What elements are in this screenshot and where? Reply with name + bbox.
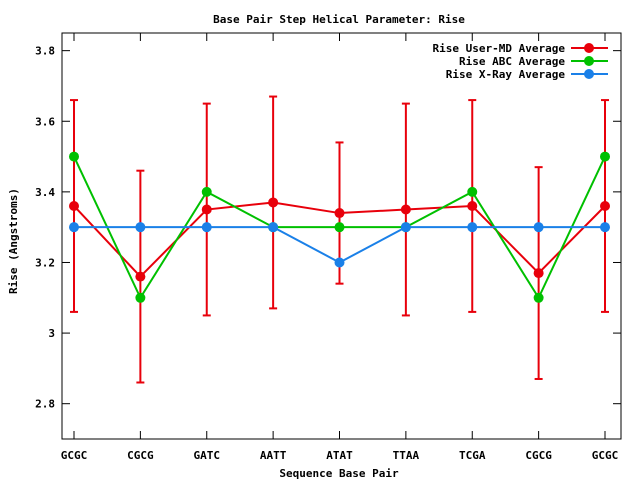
data-point (135, 222, 146, 233)
data-point (467, 186, 478, 197)
data-point (334, 222, 345, 233)
data-point (467, 222, 478, 233)
y-tick-label: 3 (48, 327, 55, 340)
series-1 (69, 197, 610, 282)
data-point (533, 222, 544, 233)
data-point (600, 200, 610, 211)
data-point (201, 222, 212, 233)
x-tick-label: GCGC (61, 449, 88, 462)
data-point (600, 151, 610, 162)
y-tick-label: 3.4 (35, 186, 55, 199)
y-tick-label: 3.8 (35, 45, 55, 58)
y-tick-label: 3.2 (35, 256, 55, 269)
x-tick-label: CGCG (127, 449, 154, 462)
x-tick-label: TCGA (459, 449, 486, 462)
data-point (400, 204, 411, 215)
data-point (268, 197, 279, 208)
legend-swatch-point (584, 43, 594, 53)
x-axis-label: Sequence Base Pair (279, 467, 399, 480)
chart-title: Base Pair Step Helical Parameter: Rise (213, 13, 465, 26)
data-point (69, 200, 79, 211)
data-point (600, 222, 610, 233)
x-tick-label: TTAA (393, 449, 420, 462)
error-bars (70, 95, 609, 384)
data-point (400, 222, 411, 233)
x-tick-label: GCGC (592, 449, 619, 462)
y-tick-label: 2.8 (35, 398, 55, 411)
legend-label: Rise X-Ray Average (446, 68, 566, 81)
data-point (135, 271, 146, 282)
x-tick-label: ATAT (326, 449, 353, 462)
x-axis: GCGC CGCG GATC AATT ATAT TTAA TCGA CGCG GCGC (61, 33, 619, 462)
data-point (533, 268, 544, 279)
data-point (334, 208, 345, 219)
data-point (135, 292, 146, 303)
series-3 (69, 222, 610, 268)
data-point (334, 257, 345, 268)
data-point (201, 204, 212, 215)
x-tick-label: AATT (260, 449, 287, 462)
data-point (533, 292, 544, 303)
y-axis-label: Rise (Angstroms) (7, 188, 20, 294)
plot-frame (61, 32, 622, 440)
data-point (467, 200, 478, 211)
data-point (69, 222, 79, 233)
data-point (268, 222, 279, 233)
data-point (69, 151, 79, 162)
legend-label: Rise User-MD Average (433, 42, 566, 55)
legend-swatch-point (584, 56, 594, 66)
data-point (201, 186, 212, 197)
x-tick-label: GATC (194, 449, 221, 462)
legend-swatch-point (584, 69, 594, 79)
y-tick-label: 3.6 (35, 115, 55, 128)
y-axis: 2.8 3 3.2 3.4 3.6 3.8 (35, 45, 621, 411)
legend-label: Rise ABC Average (459, 55, 565, 68)
series-layer (69, 151, 610, 303)
x-tick-label: CGCG (525, 449, 552, 462)
